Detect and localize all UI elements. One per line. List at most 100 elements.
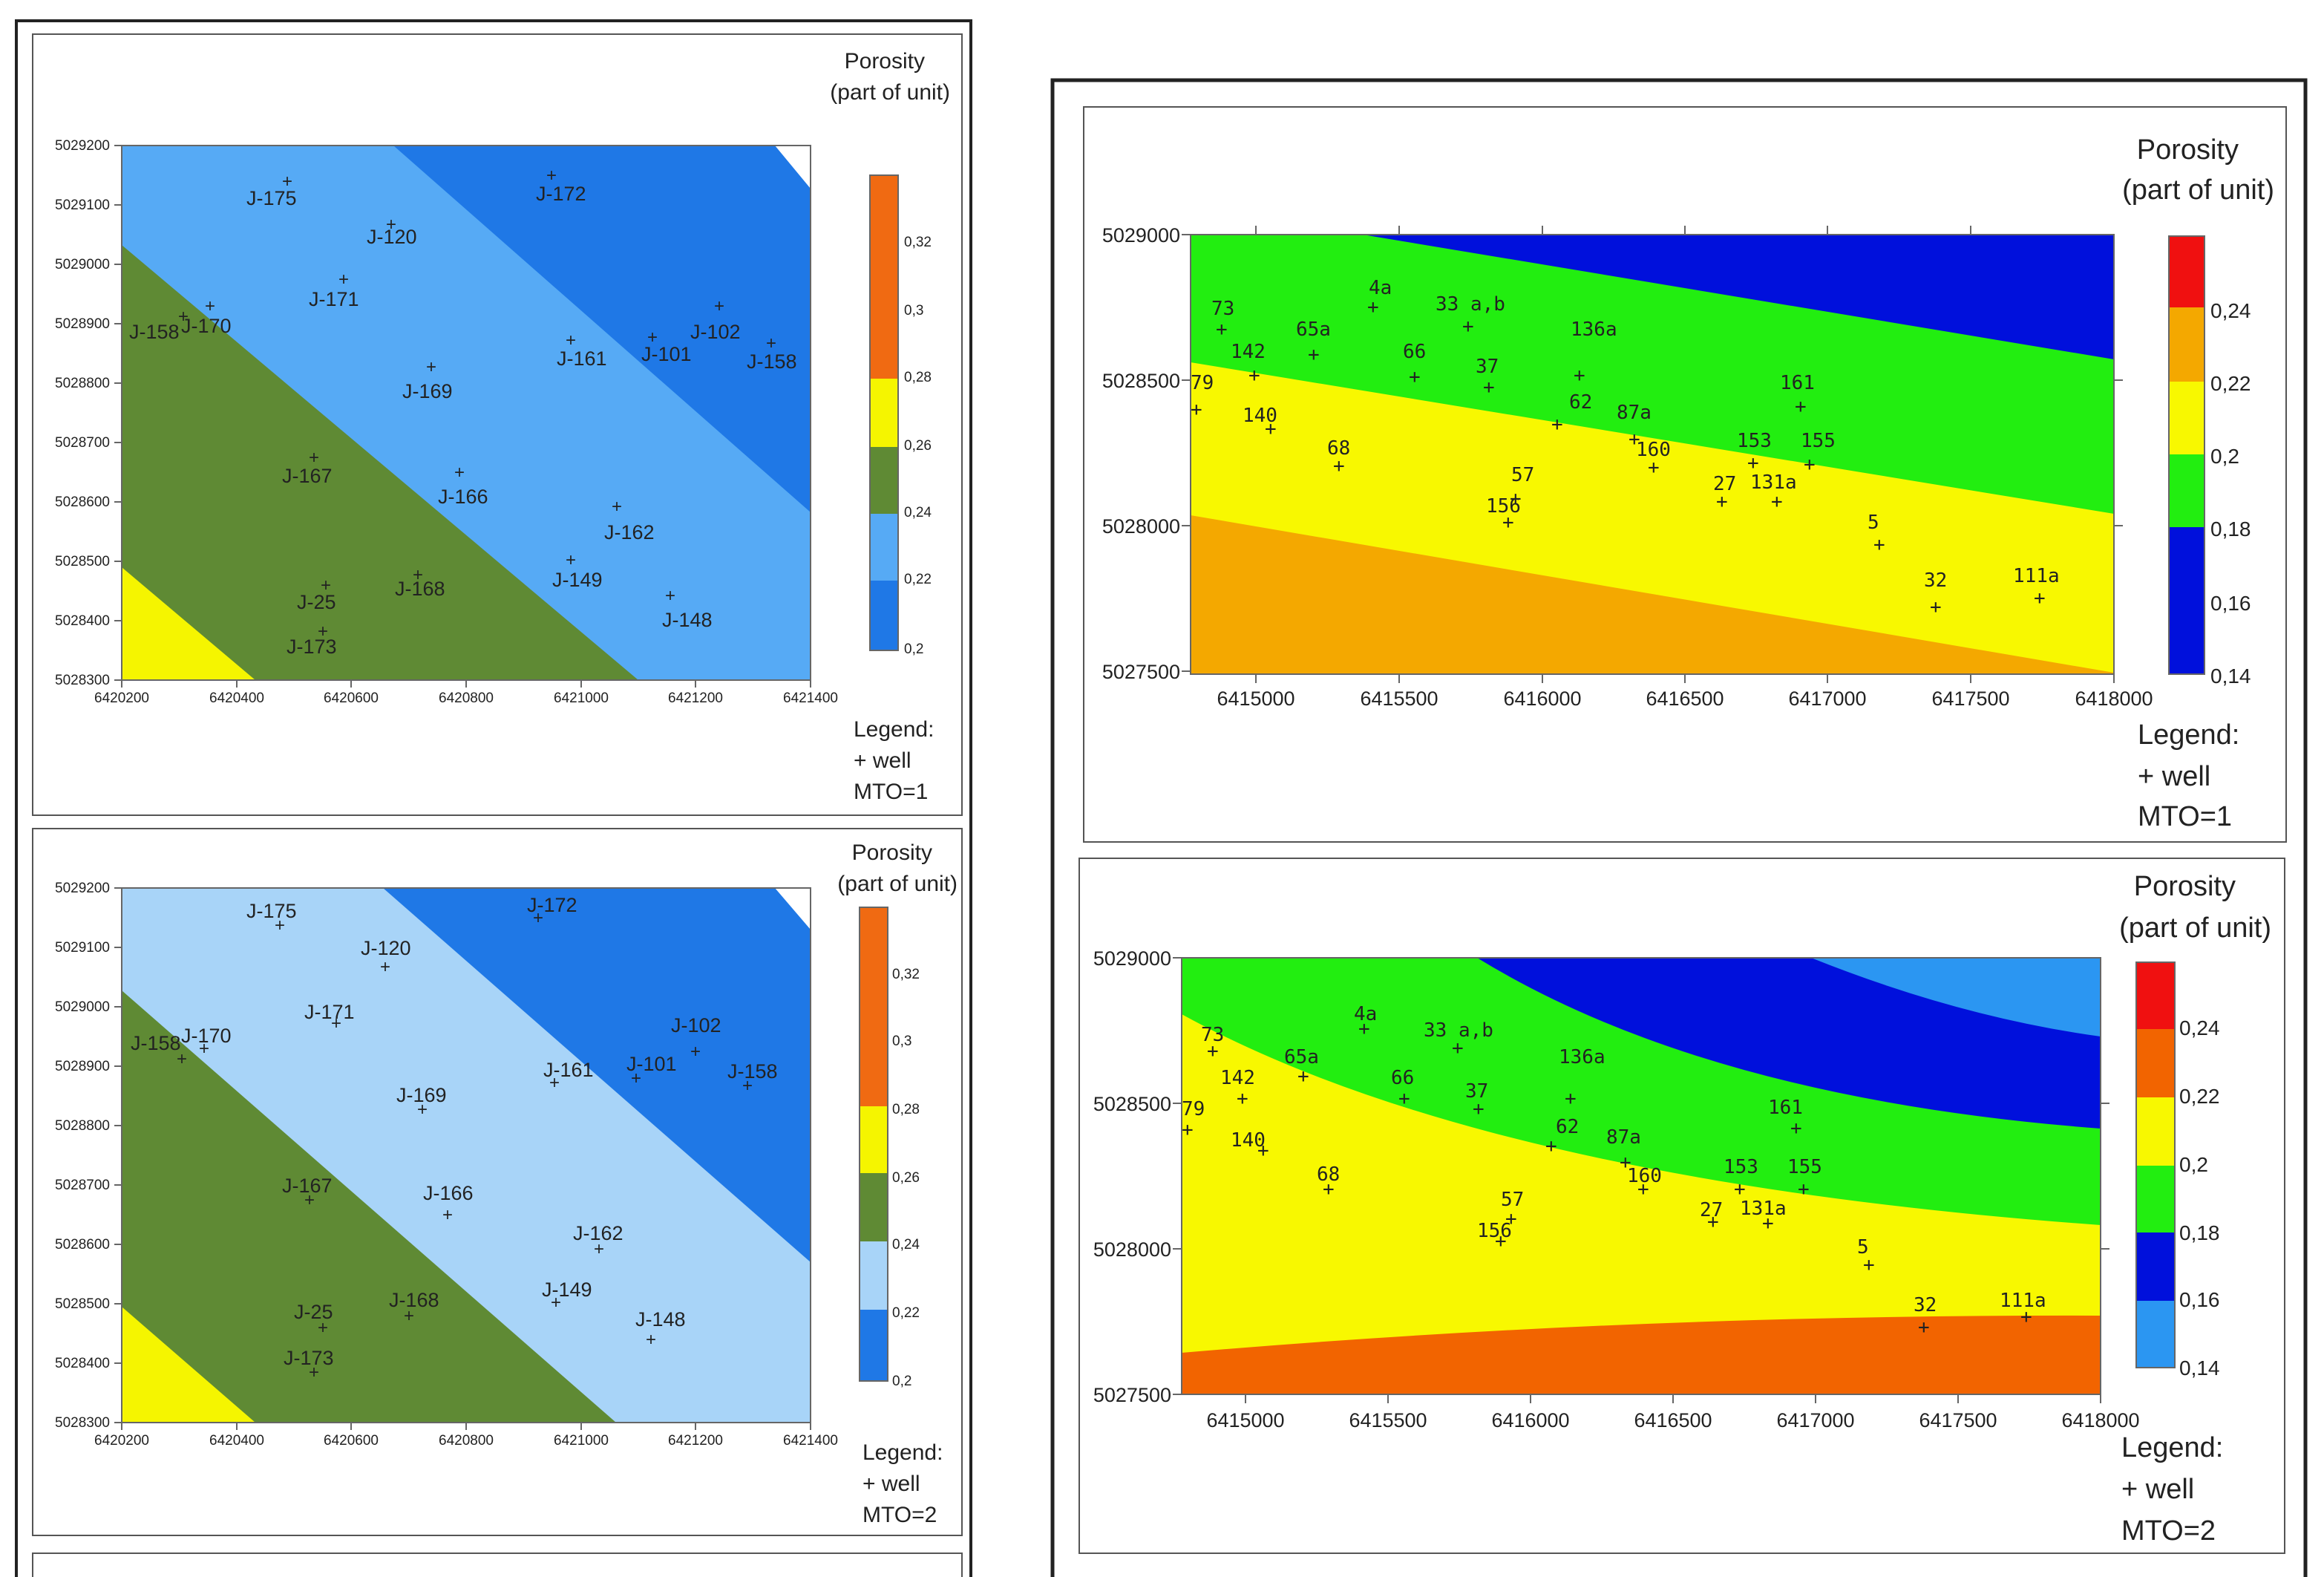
well-label: 140 — [1243, 405, 1277, 427]
left-top-color-scale — [869, 174, 899, 651]
well-marker: +160 — [1627, 1165, 1662, 1201]
well-label: 156 — [1486, 495, 1521, 517]
well-label: J-158 — [747, 350, 797, 373]
well-marker: +140 — [1231, 1129, 1269, 1162]
well-label: J-166 — [423, 1182, 474, 1204]
well-marker: +5 — [1868, 512, 1885, 556]
well-marker: +J-168 — [389, 1289, 439, 1326]
well-label: J-170 — [181, 315, 232, 337]
left-top-y-axis: 5029200 5029100 5029000 5028900 5028800 … — [55, 138, 110, 688]
svg-text:+: + — [1565, 1088, 1577, 1110]
svg-text:+: + — [1930, 596, 1942, 618]
y-tick-label: 5028500 — [1102, 370, 1180, 392]
well-marker: +68 — [1317, 1163, 1340, 1201]
x-tick-label: 6415000 — [1206, 1409, 1284, 1431]
svg-text:+: + — [1574, 365, 1585, 387]
well-label: 33 a,b — [1436, 293, 1505, 316]
well-label: 37 — [1465, 1080, 1488, 1103]
well-label: 66 — [1391, 1067, 1414, 1089]
well-label: 33 a,b — [1424, 1019, 1493, 1042]
right-bottom-scale-labels: 0,24 0,22 0,2 0,18 0,16 0,14 — [2179, 1016, 2220, 1380]
well-marker: +57 — [1510, 464, 1534, 510]
zone-yellow — [122, 1307, 255, 1423]
svg-text:+: + — [1358, 1018, 1370, 1040]
well-marker: +37 — [1465, 1080, 1488, 1120]
svg-text:+: + — [546, 166, 557, 186]
well-label: 136a — [1559, 1046, 1605, 1068]
scale-label: 0,24 — [904, 505, 932, 520]
x-tick-label: 6420200 — [94, 690, 149, 706]
porosity-unit: (part of unit) — [2119, 912, 2271, 944]
right-top-scale-labels: 0,24 0,22 0,2 0,18 0,16 0,14 — [2210, 299, 2251, 688]
scale-label: 0,24 — [2210, 299, 2251, 322]
right-top-x-axis: 6415000 6415500 6416000 6416500 6417000 … — [1217, 688, 2153, 710]
right-bottom-map — [1182, 958, 2101, 1394]
well-marker: +J-101 — [641, 327, 692, 365]
y-tick-label: 5028900 — [55, 316, 110, 332]
legend-well: + well — [863, 1472, 920, 1496]
right-top-color-scale — [2168, 235, 2205, 675]
svg-text:+: + — [1795, 396, 1807, 418]
svg-text:+: + — [2020, 1306, 2032, 1328]
well-marker: +136a — [1571, 319, 1617, 387]
well-marker: + J-102 — [690, 296, 741, 343]
well-marker: +33 a,b — [1436, 293, 1505, 338]
well-label: 140 — [1231, 1129, 1266, 1152]
well-label: J-173 — [284, 1347, 334, 1369]
svg-text:+: + — [1863, 1254, 1875, 1276]
svg-text:+: + — [1545, 1135, 1557, 1158]
left-bottom-ticks — [114, 887, 811, 1430]
x-tick-label: 6416000 — [1503, 688, 1581, 710]
well-label: J-158 — [129, 321, 180, 343]
scale-label: 0,26 — [892, 1170, 920, 1186]
mto-label: MTO=2 — [863, 1503, 937, 1527]
well-label: J-158 — [131, 1032, 181, 1054]
well-label: 4a — [1369, 277, 1392, 299]
scale-label: 0,22 — [904, 572, 932, 587]
svg-text:+: + — [404, 1306, 414, 1326]
well-label: 136a — [1571, 319, 1617, 341]
well-label: 156 — [1477, 1220, 1512, 1242]
svg-text:+: + — [1398, 1088, 1410, 1110]
well-label: 62 — [1569, 391, 1592, 414]
well-label: J-168 — [389, 1289, 439, 1311]
scale-label: 0,3 — [904, 303, 923, 319]
y-tick-label: 5028300 — [55, 1415, 110, 1431]
well-marker: +J-173 — [287, 621, 337, 658]
well-marker: +32 — [1924, 569, 1947, 618]
svg-text:+: + — [1297, 1065, 1309, 1088]
well-label: J-101 — [641, 343, 692, 365]
svg-text:+: + — [426, 357, 436, 377]
well-marker: +155 — [1787, 1156, 1822, 1201]
well-marker: +73 — [1201, 1024, 1224, 1062]
svg-text:+: + — [1620, 1152, 1631, 1174]
porosity-title: Porosity — [2137, 134, 2239, 166]
x-tick-label: 6420600 — [324, 1433, 379, 1449]
x-tick-label: 6417500 — [1919, 1409, 1997, 1431]
svg-text:+: + — [1237, 1088, 1248, 1110]
zone-dark-blue — [383, 888, 811, 1262]
scale-label: 0,26 — [904, 438, 932, 454]
well-marker: +62 — [1545, 1116, 1579, 1158]
svg-text:+: + — [1747, 452, 1759, 474]
y-tick-label: 5028000 — [1102, 515, 1180, 538]
svg-text:+: + — [1734, 1178, 1746, 1201]
well-marker: +J-158 — [131, 1032, 187, 1069]
svg-text:+: + — [665, 586, 675, 606]
well-label: 57 — [1501, 1189, 1524, 1211]
well-marker: +111a — [2000, 1290, 2046, 1328]
well-label: J-120 — [367, 226, 417, 248]
svg-text:+: + — [1798, 1178, 1810, 1201]
svg-text:+: + — [612, 497, 622, 517]
well-label: 153 — [1724, 1156, 1758, 1178]
y-tick-label: 5029100 — [55, 940, 110, 956]
svg-text:+: + — [1323, 1178, 1335, 1201]
well-marker: +57 — [1501, 1189, 1524, 1230]
svg-text:+: + — [413, 565, 423, 585]
svg-text:+: + — [1648, 457, 1660, 479]
well-label: 111a — [2013, 565, 2060, 587]
svg-text:+: + — [1505, 1208, 1517, 1230]
scale-label: 0,2 — [2179, 1153, 2208, 1176]
svg-text:+: + — [318, 1318, 328, 1338]
left-bottom-scale-labels: 0,32 0,3 0,28 0,26 0,24 0,22 0,2 — [892, 967, 920, 1389]
